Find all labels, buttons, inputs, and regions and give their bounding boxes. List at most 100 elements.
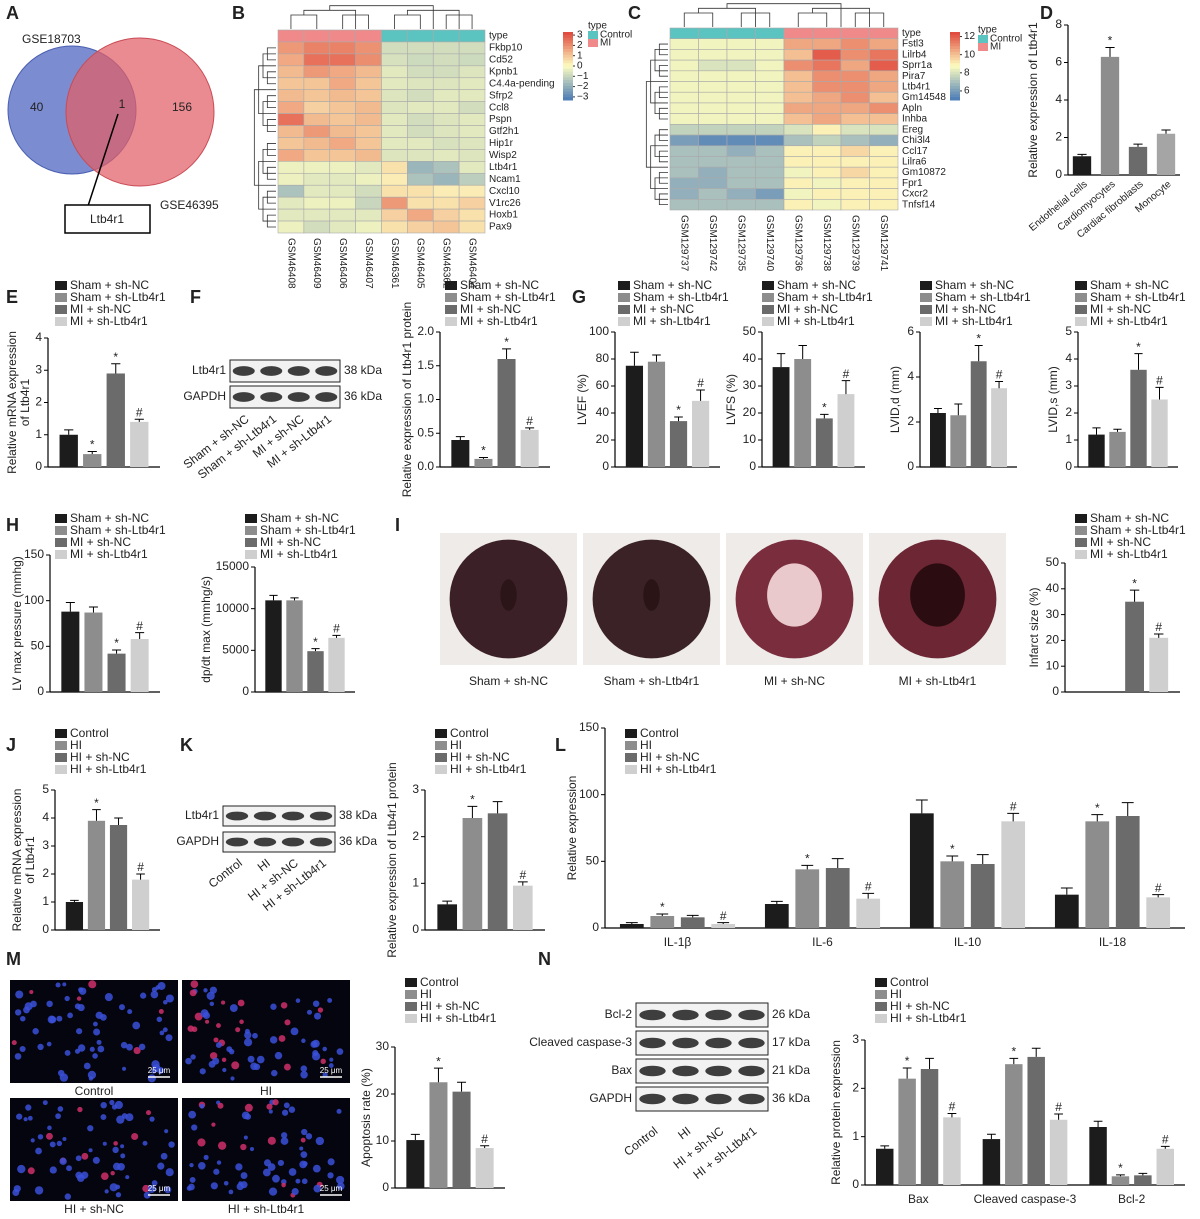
legend-swatch xyxy=(1075,293,1087,302)
legend-label: MI + sh-NC xyxy=(260,535,321,549)
heatmap-cell xyxy=(432,125,460,138)
colorbar-label: 8 xyxy=(964,67,970,78)
nucleus xyxy=(19,1045,26,1053)
heatmap-cell xyxy=(355,196,382,210)
nucleus xyxy=(188,1183,195,1191)
significance: * xyxy=(1011,1045,1016,1059)
band xyxy=(281,811,305,821)
heatmap-cell xyxy=(458,101,486,114)
bar xyxy=(1156,1148,1175,1185)
legend-label: HI + sh-NC xyxy=(70,750,130,764)
legend-label: HI + sh-NC xyxy=(640,750,700,764)
band xyxy=(287,392,310,402)
legend-label: Sham + sh-NC xyxy=(777,278,856,292)
legend-swatch xyxy=(55,305,67,314)
heatmap-cell xyxy=(812,156,842,168)
legend-swatch xyxy=(618,305,630,314)
dendrogram xyxy=(726,3,842,27)
bar xyxy=(452,1091,471,1188)
y-tick-label: 0 xyxy=(382,1180,389,1194)
y-tick-label: 0 xyxy=(412,922,419,936)
column-label: GSM46407 xyxy=(363,238,374,289)
y-tick-label: 30 xyxy=(743,378,757,392)
legend-label: HI xyxy=(450,738,462,752)
colorbar-step xyxy=(950,34,960,39)
nucleus xyxy=(92,1053,98,1059)
heatmap-cell xyxy=(783,102,813,114)
heatmap-cell xyxy=(840,145,870,157)
heatmap-cell xyxy=(407,184,434,198)
legend-swatch xyxy=(245,526,257,535)
nucleus xyxy=(162,1027,168,1033)
nucleus xyxy=(25,1104,32,1111)
nucleus xyxy=(266,1103,273,1110)
nucleus xyxy=(97,1045,105,1053)
nucleus xyxy=(76,1028,83,1035)
nucleus xyxy=(327,1172,334,1179)
bar xyxy=(1156,133,1176,175)
heatmap-cell xyxy=(458,220,486,234)
colorbar-step xyxy=(950,37,960,41)
bar xyxy=(669,421,688,467)
y-tick-label: 150 xyxy=(579,720,599,734)
nucleus xyxy=(236,1182,244,1191)
row-label: Ltb4r1 xyxy=(902,82,931,93)
heatmap-cell xyxy=(381,53,408,67)
nucleus xyxy=(49,1166,57,1174)
legend-label: Sham + sh-NC xyxy=(935,278,1014,292)
nucleus xyxy=(243,1135,248,1140)
heatmap-cell xyxy=(381,184,408,198)
scale-label: 25 μm xyxy=(148,1184,171,1193)
error-bar xyxy=(525,427,535,430)
heatmap-cell xyxy=(458,161,486,174)
nucleus xyxy=(42,1100,48,1106)
bar xyxy=(1130,369,1147,467)
heatmap-cell xyxy=(458,172,486,186)
y-tick-label: 2 xyxy=(852,1081,859,1095)
colorbar-step xyxy=(563,94,573,98)
heatmap-cell xyxy=(840,49,870,61)
significance: * xyxy=(481,444,486,458)
error-bar xyxy=(1152,894,1165,898)
nucleus xyxy=(62,1136,67,1142)
bar xyxy=(474,458,493,467)
legend-label: HI xyxy=(70,738,82,752)
row-label: Sfrp2 xyxy=(489,90,513,101)
legend-label: HI xyxy=(890,987,902,1001)
set-label: GSE18703 xyxy=(22,32,81,46)
blot-size-label: 17 kDa xyxy=(772,1035,810,1049)
heatmap-cell xyxy=(329,220,356,234)
error-bar xyxy=(87,451,97,455)
heatmap-cell xyxy=(355,53,382,67)
heatmap-cell xyxy=(783,166,813,179)
legend-label: MI + sh-Ltb4r1 xyxy=(460,314,538,328)
heatmap-cell xyxy=(840,59,870,72)
nucleus xyxy=(92,1021,98,1027)
colorbar-step xyxy=(563,57,573,61)
nucleus xyxy=(164,1129,169,1134)
heatmap-cell xyxy=(869,102,899,114)
band xyxy=(315,366,338,376)
error-bar xyxy=(478,457,488,459)
legend-swatch xyxy=(445,305,457,314)
heatmap-cell xyxy=(277,220,305,234)
blot-size-label: 26 kDa xyxy=(772,1007,810,1021)
colorbar-step xyxy=(563,71,573,75)
bar xyxy=(1027,1056,1045,1185)
colorbar-label: 1 xyxy=(577,50,583,61)
bar xyxy=(1001,821,1026,928)
legend-label: Sham + sh-NC xyxy=(70,278,149,292)
blot-row-label: Bcl-2 xyxy=(605,1007,633,1021)
legend-swatch xyxy=(55,317,67,326)
nucleus xyxy=(212,1057,220,1065)
error-bar xyxy=(311,648,320,652)
heatmap-cell xyxy=(726,59,756,72)
heatmap-cell xyxy=(869,188,899,200)
column-label: GSM129737 xyxy=(679,215,690,272)
heatmap-cell xyxy=(726,198,756,211)
nucleus xyxy=(114,1100,123,1110)
heatmap-cell xyxy=(726,156,756,168)
nucleus xyxy=(164,1186,172,1194)
error-bar xyxy=(974,345,983,362)
